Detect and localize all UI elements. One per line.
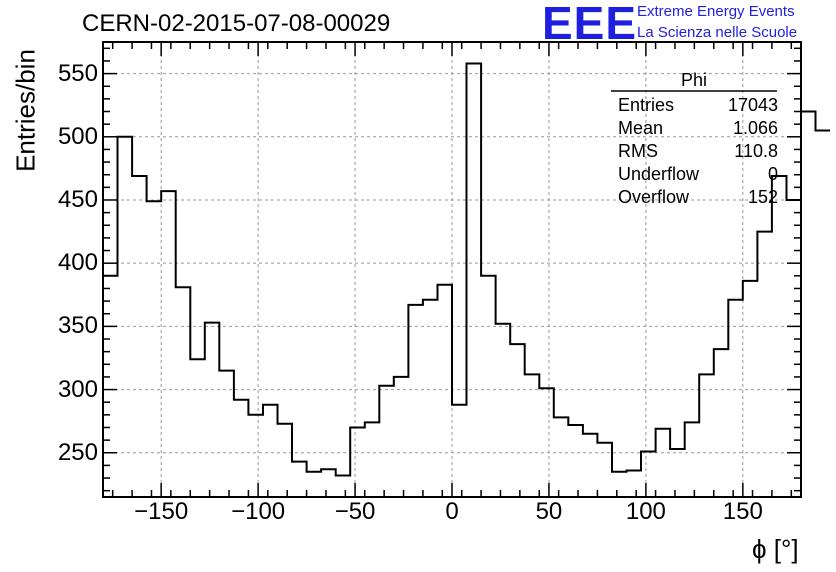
stats-label: Entries bbox=[618, 95, 675, 115]
plot-title: CERN-02-2015-07-08-00029 bbox=[82, 10, 391, 37]
stats-row: Entries 17043 bbox=[610, 94, 778, 117]
stats-value: 152 bbox=[747, 187, 778, 207]
y-tick-label: 350 bbox=[57, 312, 98, 340]
stats-value: 110.8 bbox=[734, 141, 778, 161]
stats-label: Underflow bbox=[618, 164, 700, 184]
eee-logo: EEE bbox=[542, 0, 638, 49]
logo-text-line2: La Scienza nelle Scuole bbox=[637, 24, 798, 41]
stats-row: RMS 110.8 bbox=[610, 140, 778, 163]
stats-value: 1.066 bbox=[732, 118, 778, 138]
y-axis-label: Entries/bin bbox=[10, 49, 41, 172]
stats-label: Mean bbox=[618, 118, 664, 138]
logo-text-line1: Extreme Energy Events bbox=[637, 3, 795, 20]
x-tick-label: −50 bbox=[334, 498, 376, 525]
x-tick-label: −150 bbox=[134, 498, 189, 525]
stats-row: Mean 1.066 bbox=[610, 117, 778, 140]
x-tick-label: 100 bbox=[625, 498, 666, 525]
stats-row: Underflow 0 bbox=[610, 163, 778, 186]
stats-label: Overflow bbox=[618, 187, 690, 207]
x-tick-label: 0 bbox=[445, 498, 459, 525]
y-tick-label: 550 bbox=[57, 59, 98, 87]
stats-title: Phi bbox=[680, 70, 707, 90]
y-tick-label: 300 bbox=[57, 375, 98, 403]
stats-rows: Entries 17043 Mean 1.066 RMS 110.8 Underflow 0 O… bbox=[610, 94, 778, 209]
stats-box: Phi Entries 17043 Mean 1.066 RMS 110.8 Underfl… bbox=[610, 70, 778, 209]
x-tick-label: 150 bbox=[722, 498, 763, 525]
stats-row: Overflow 152 bbox=[610, 186, 778, 209]
stats-label: RMS bbox=[618, 141, 658, 161]
x-axis-label: ϕ [°] bbox=[752, 534, 799, 564]
y-tick-label: 500 bbox=[57, 122, 98, 150]
stats-value: 0 bbox=[767, 164, 778, 184]
x-tick-label: −100 bbox=[231, 498, 286, 525]
axis-ticks bbox=[103, 42, 801, 497]
y-tick-label: 450 bbox=[57, 185, 98, 213]
histogram-series bbox=[103, 62, 831, 477]
stats-value: 17043 bbox=[727, 95, 778, 115]
x-tick-label: 50 bbox=[535, 498, 563, 525]
y-tick-label: 250 bbox=[57, 438, 98, 466]
y-tick-label: 400 bbox=[57, 249, 98, 277]
